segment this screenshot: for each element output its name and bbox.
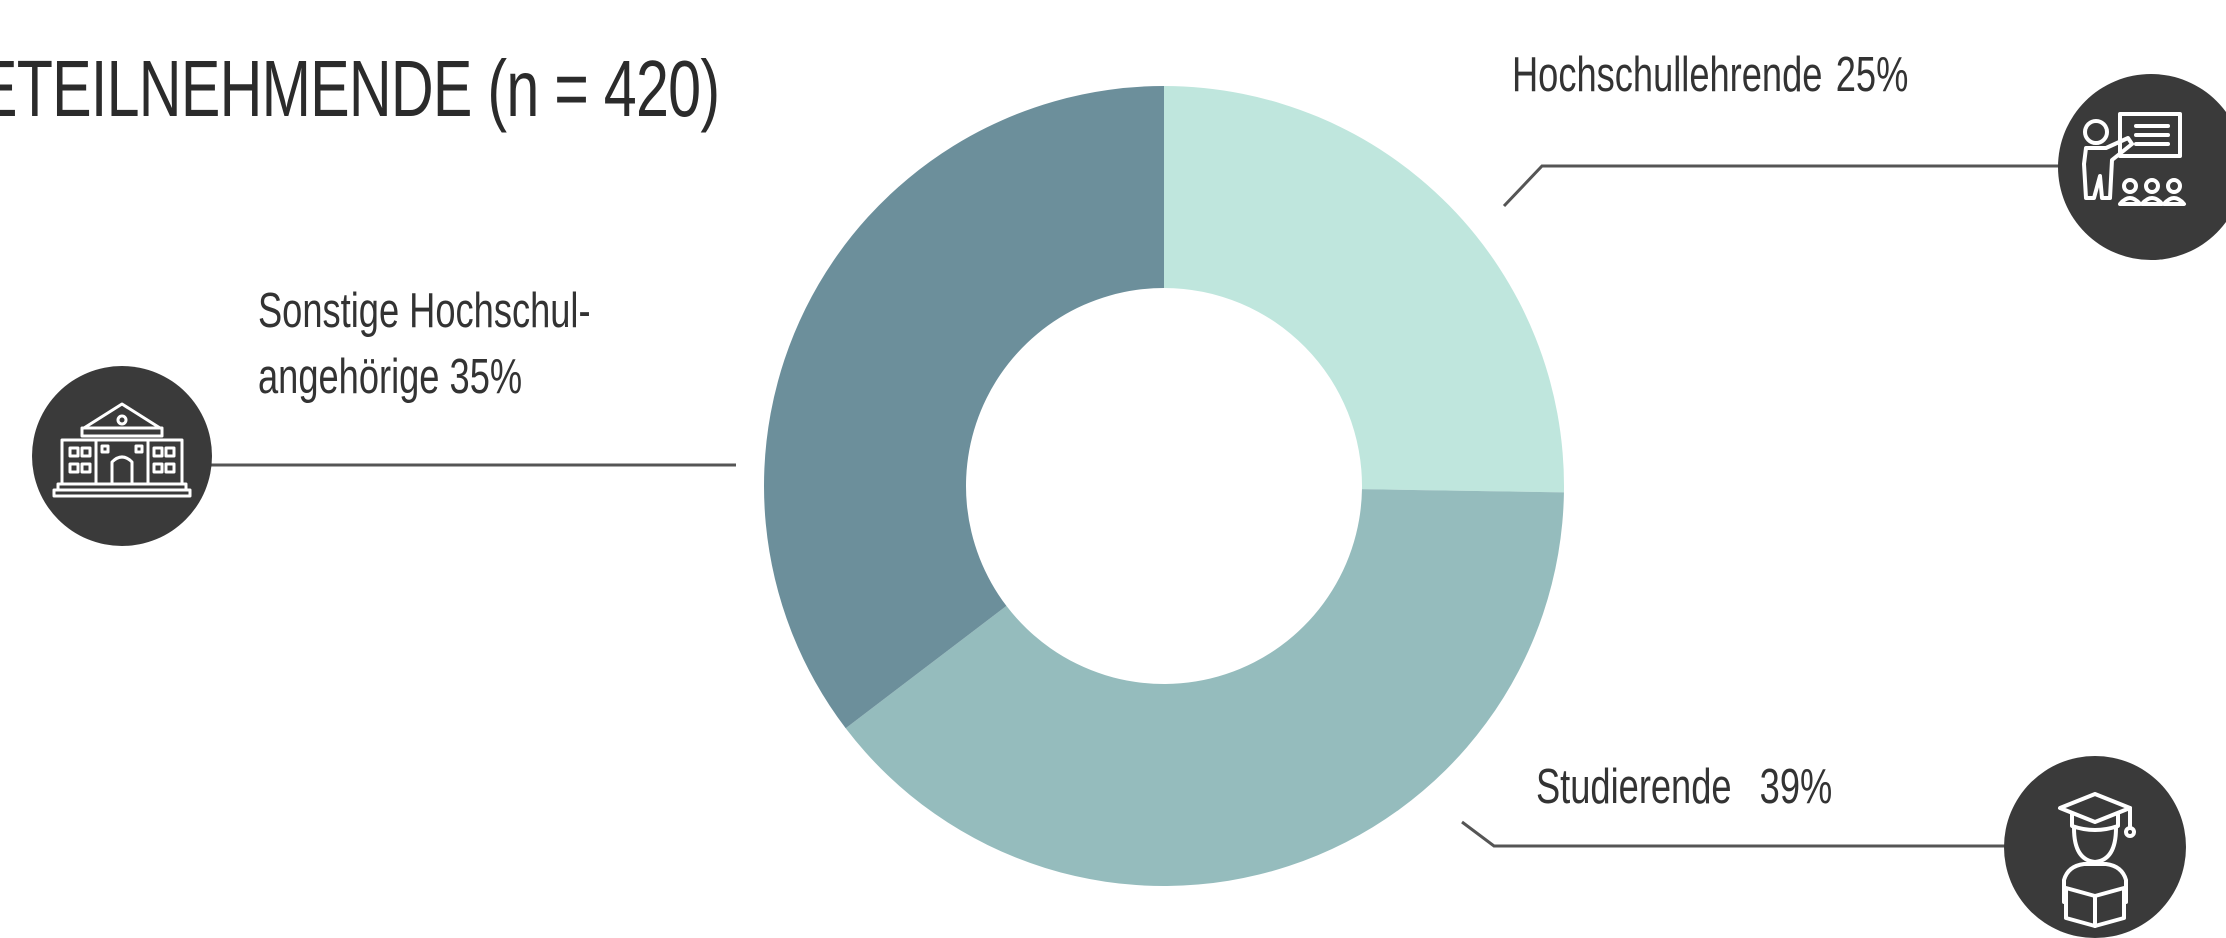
donut-slice-2	[764, 86, 1164, 729]
university-building-icon	[32, 366, 212, 546]
label-teachers-name: Hochschullehrende	[1512, 48, 1823, 102]
graduate-student-icon	[2004, 756, 2186, 938]
leader-line-teachers	[1502, 164, 2062, 208]
donut-slice-0	[1164, 86, 1565, 493]
label-students-name: Studierende	[1536, 760, 1732, 814]
label-other-line1: Sonstige Hochschul-	[258, 284, 591, 338]
label-other: Sonstige Hochschul- angehörige 35%	[258, 278, 591, 410]
leader-lines	[208, 164, 2062, 848]
teacher-presentation-icon	[2058, 74, 2226, 260]
chart-title: ETEILNEHMENDE (n = 420)	[0, 44, 720, 133]
donut-slices	[764, 86, 1565, 887]
label-teachers-pct: 25%	[1835, 48, 1909, 102]
label-students-pct: 39%	[1759, 760, 1833, 814]
donut-slice-1	[845, 489, 1564, 887]
leader-line-students	[1461, 820, 2008, 848]
label-other-line2: angehörige 35%	[258, 350, 523, 404]
label-students: Studierende 39%	[1536, 754, 1832, 820]
label-teachers: Hochschullehrende 25%	[1512, 42, 1908, 108]
